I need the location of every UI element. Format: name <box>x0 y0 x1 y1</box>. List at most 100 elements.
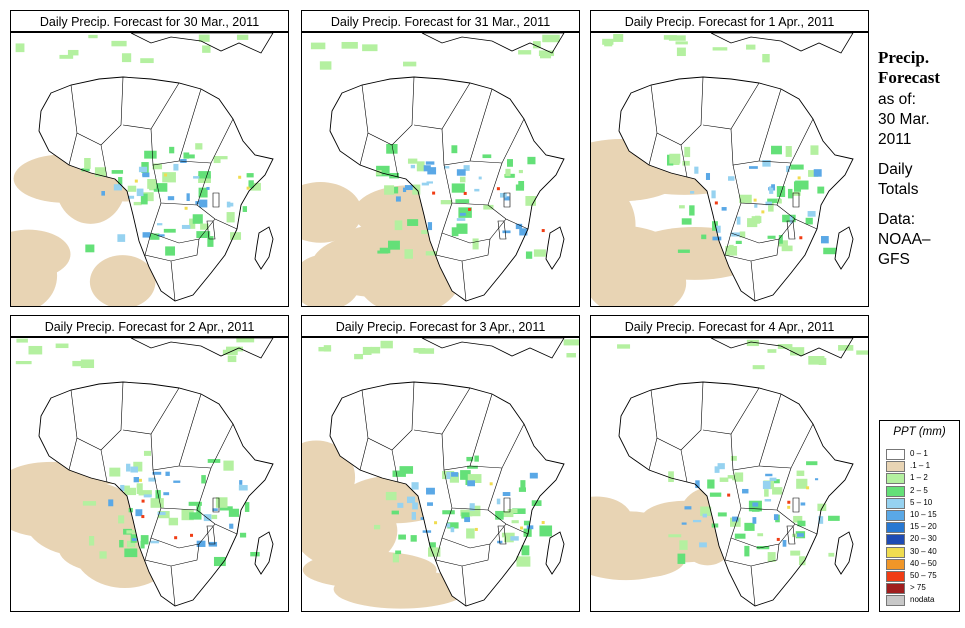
rain-cell <box>762 160 771 167</box>
rain-cell <box>242 206 248 212</box>
rain-cell <box>712 236 722 241</box>
country-border <box>441 202 507 244</box>
rain-cell <box>459 176 466 183</box>
rain-cell <box>668 471 674 483</box>
dry-patch <box>311 232 449 298</box>
rain-cell <box>423 165 431 172</box>
rain-cell <box>108 499 114 507</box>
rain-cell <box>407 158 418 164</box>
rain-cell <box>373 524 381 530</box>
rain-cell-heavy <box>489 482 493 486</box>
rain-cell <box>734 533 746 539</box>
legend-item: 15 – 20 <box>886 522 956 534</box>
rain-cell <box>466 528 475 539</box>
rain-cell <box>806 461 818 466</box>
rain-cell <box>736 216 741 225</box>
forecast-map-5 <box>301 337 580 612</box>
legend-swatch <box>886 534 905 546</box>
rain-cell <box>817 503 827 512</box>
rain-cell <box>395 550 402 555</box>
rain-cell <box>165 246 176 256</box>
rain-cell <box>777 199 782 204</box>
legend-item: 10 – 15 <box>886 510 956 521</box>
rain-cell <box>200 223 209 230</box>
europe-coast <box>421 33 565 54</box>
rain-cell <box>730 517 741 527</box>
rain-cell <box>426 487 435 495</box>
rain-cell <box>109 467 121 477</box>
rain-cell <box>752 517 757 524</box>
rain-cell <box>199 199 208 208</box>
rain-cell <box>80 359 95 369</box>
rain-cell <box>121 53 132 63</box>
rain-cell <box>458 207 472 218</box>
rain-cell <box>446 471 451 480</box>
rain-cell <box>370 346 381 354</box>
rain-cell <box>668 534 682 538</box>
rain-cell <box>196 540 206 547</box>
rain-cell <box>181 509 194 521</box>
europe-coast <box>130 338 274 359</box>
rain-cell-heavy <box>787 500 791 504</box>
rain-cell <box>136 188 144 197</box>
rain-cell <box>226 212 235 223</box>
rain-cell <box>156 223 163 226</box>
panel-title-4: Daily Precip. Forecast for 2 Apr., 2011 <box>10 315 289 337</box>
rain-cell-heavy <box>164 173 168 177</box>
rain-cell <box>817 186 825 194</box>
rain-cell <box>85 244 95 253</box>
rain-cell <box>515 184 525 191</box>
rain-cell <box>828 552 835 557</box>
country-border <box>461 260 467 302</box>
rain-cell <box>466 456 474 462</box>
africa-coast <box>618 76 854 302</box>
rain-cell <box>700 506 712 516</box>
rain-cell <box>798 556 806 566</box>
rain-cell <box>394 220 403 231</box>
rain-cell <box>539 525 553 537</box>
rain-cell <box>222 349 238 355</box>
rain-cell <box>692 519 702 523</box>
rain-cell <box>455 199 470 204</box>
rain-cell <box>677 249 690 253</box>
rain-cell <box>426 181 433 184</box>
country-border <box>100 144 108 178</box>
legend-label: .1 – 1 <box>910 461 931 471</box>
rain-cell <box>442 510 455 515</box>
rain-cell <box>482 154 492 159</box>
rain-cell <box>127 195 135 199</box>
rain-cell <box>778 234 783 244</box>
rain-cell <box>173 163 179 171</box>
rain-cell <box>144 150 157 159</box>
rain-cell <box>226 346 243 352</box>
rain-cell <box>169 146 175 154</box>
rain-cell <box>126 463 131 472</box>
legend-label: 0 – 1 <box>910 449 928 458</box>
rain-cell <box>113 184 123 191</box>
legend-label: 2 – 5 <box>910 485 928 495</box>
rain-cell <box>143 192 154 202</box>
rain-cell <box>483 204 494 210</box>
rain-cell <box>502 492 511 496</box>
rain-cell <box>782 539 787 547</box>
rain-cell <box>202 45 211 53</box>
rain-cell <box>310 42 326 50</box>
rain-cell <box>157 511 166 516</box>
rain-cell <box>158 234 165 237</box>
rain-cell <box>142 173 147 176</box>
country-border <box>359 132 369 166</box>
country-border <box>730 202 796 244</box>
rain-cell <box>446 523 451 528</box>
rain-cell <box>496 498 501 505</box>
dry-patch <box>11 468 108 538</box>
rain-cell <box>189 512 202 520</box>
rain-cell-heavy <box>184 206 188 210</box>
rain-cell <box>143 494 152 498</box>
rain-cell <box>196 231 211 239</box>
rain-cell <box>818 357 827 366</box>
panel-title-2: Daily Precip. Forecast for 31 Mar., 2011 <box>301 10 580 32</box>
country-border <box>750 260 756 302</box>
panel-title-5: Daily Precip. Forecast for 3 Apr., 2011 <box>301 315 580 337</box>
rain-cell <box>395 196 401 202</box>
rain-cell <box>420 517 425 520</box>
